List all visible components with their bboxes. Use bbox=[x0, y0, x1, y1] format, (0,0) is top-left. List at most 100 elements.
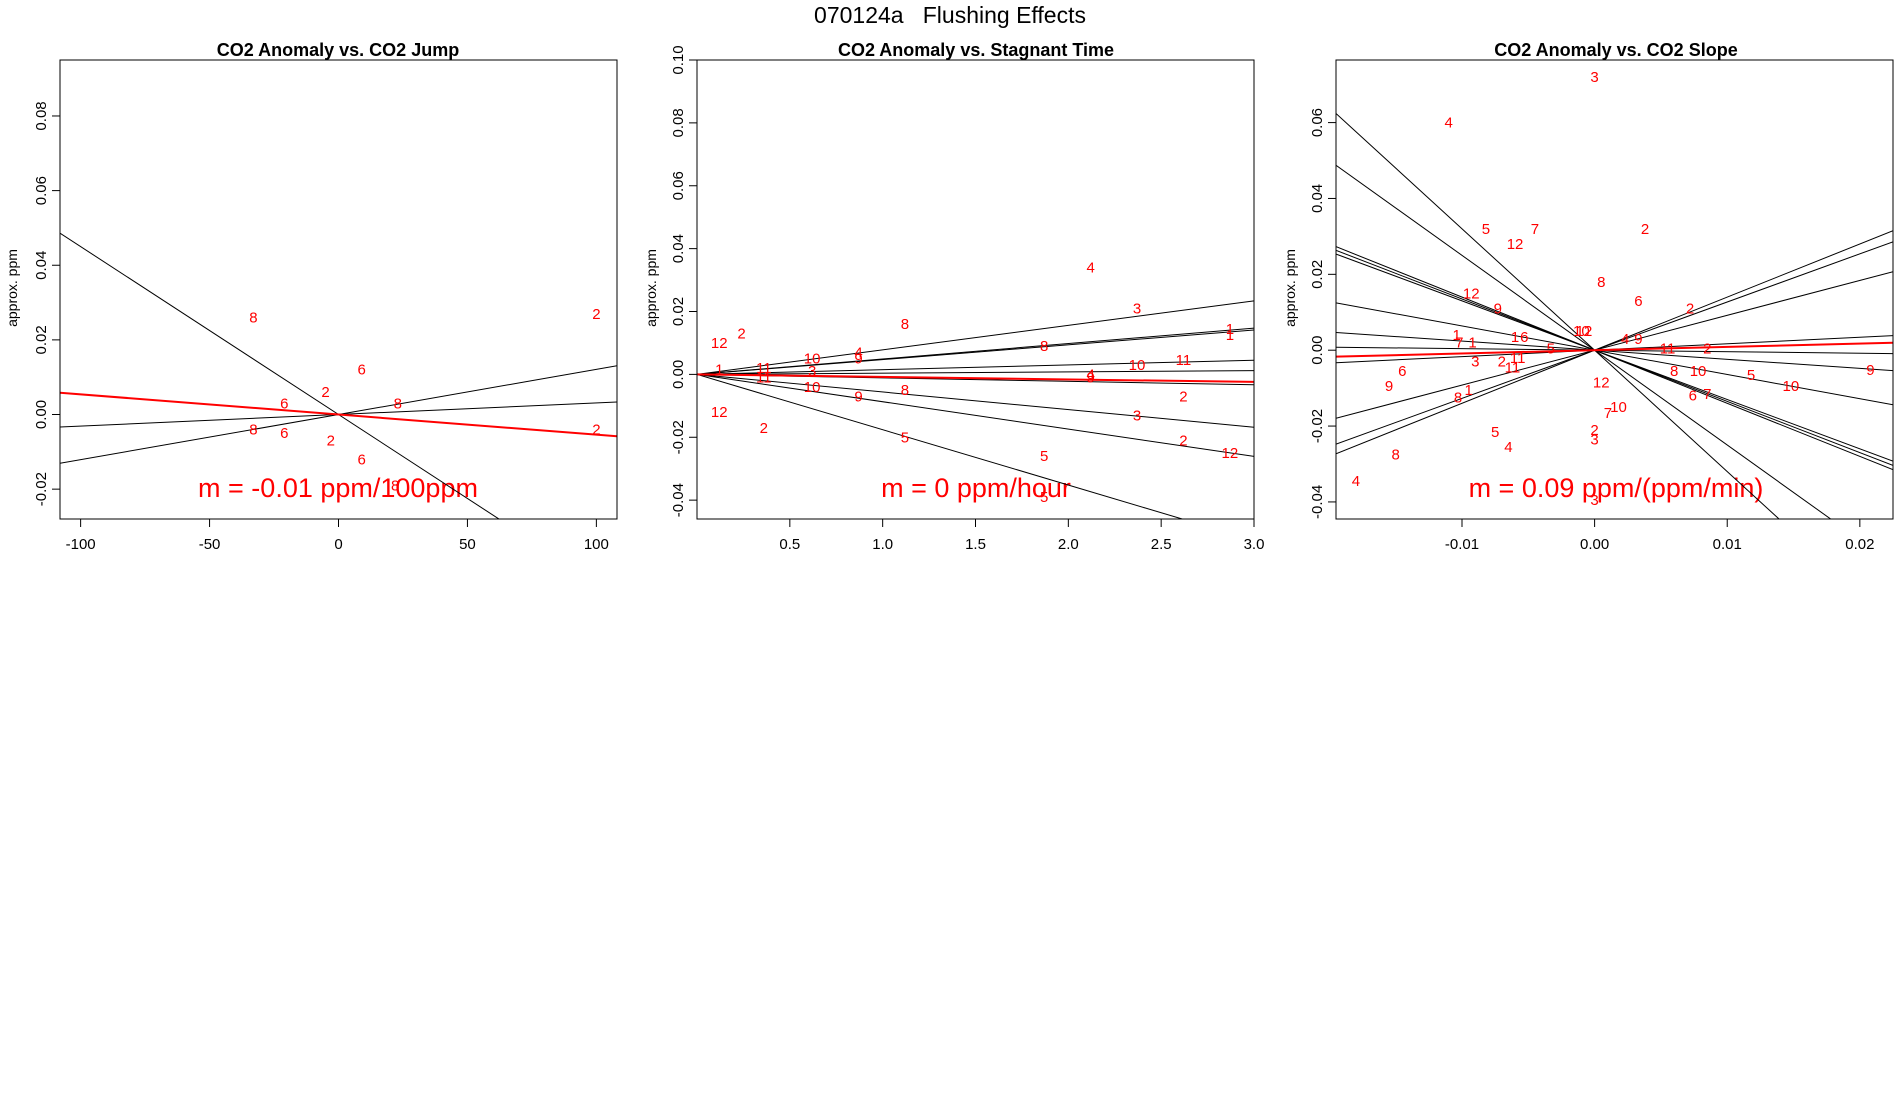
y-tick-label: 0.06 bbox=[670, 171, 687, 200]
y-tick-label: 0.08 bbox=[33, 101, 50, 130]
data-point-label: 3 bbox=[1471, 354, 1479, 371]
data-point-label: 6 bbox=[358, 451, 366, 468]
x-tick-label: -0.01 bbox=[1445, 536, 1479, 553]
x-tick-label: 100 bbox=[584, 536, 609, 553]
data-point-label: 7 bbox=[1531, 221, 1539, 238]
data-point-label: 6 bbox=[358, 362, 366, 379]
regression-line bbox=[1336, 253, 1893, 462]
regression-lines bbox=[60, 232, 617, 519]
data-point-label: 11 bbox=[1510, 350, 1526, 367]
x-tick-label: -100 bbox=[66, 536, 96, 553]
data-point-label: 2 bbox=[1641, 221, 1649, 238]
panel-title: CO2 Anomaly vs. Stagnant Time bbox=[838, 40, 1114, 60]
x-tick-label: 50 bbox=[459, 536, 476, 553]
data-point-label: 8 bbox=[901, 382, 909, 399]
data-point-label: 1 bbox=[1464, 382, 1472, 399]
y-tick-label: -0.04 bbox=[670, 483, 687, 517]
regression-line bbox=[1336, 164, 1832, 519]
x-tick-label: 2.5 bbox=[1151, 536, 1172, 553]
data-point-label: 8 bbox=[1392, 447, 1400, 464]
plot-frame bbox=[1335, 59, 1894, 520]
data-point-label: 12 bbox=[1222, 445, 1239, 462]
y-tick-label: 0.02 bbox=[1309, 260, 1326, 289]
regression-line bbox=[60, 232, 500, 519]
slope-annotation: m = 0.09 ppm/(ppm/min) bbox=[1469, 473, 1764, 503]
data-point-label: 5 bbox=[1747, 367, 1755, 384]
data-point-label: 1 bbox=[1226, 321, 1234, 338]
data-point-label: 8 bbox=[1454, 390, 1462, 407]
data-point-label: 6 bbox=[280, 395, 288, 412]
chart-area: CO2 Anomaly vs. CO2 Jump approx. ppm m =… bbox=[4, 40, 1894, 553]
regression-lines bbox=[1336, 113, 1893, 519]
x-tick-label: 1.0 bbox=[872, 536, 893, 553]
data-point-label: 3 bbox=[1133, 407, 1141, 424]
panel-co2-slope: CO2 Anomaly vs. CO2 Slope approx. ppm m … bbox=[1282, 40, 1894, 553]
y-tick-label: 0.00 bbox=[670, 360, 687, 389]
data-point-label: 7 bbox=[1703, 386, 1711, 403]
data-point-label: 12 bbox=[1576, 323, 1593, 340]
data-point-label: 2 bbox=[737, 326, 745, 343]
data-point-label: 8 bbox=[391, 477, 399, 494]
regression-line bbox=[697, 329, 1254, 375]
data-point-label: 10 bbox=[1783, 378, 1800, 395]
data-point-label: 8 bbox=[249, 309, 257, 326]
data-point-label: 12 bbox=[1507, 236, 1524, 253]
data-point-label: 5 bbox=[1040, 489, 1048, 506]
regression-line bbox=[1336, 302, 1893, 406]
data-point-label: 10 bbox=[804, 351, 821, 368]
y-tick-label: 0.00 bbox=[1309, 336, 1326, 365]
x-tick-label: 0.5 bbox=[779, 536, 800, 553]
data-point-label: 2 bbox=[1179, 432, 1187, 449]
data-point-label: 2 bbox=[321, 384, 329, 401]
y-tick-label: 0.00 bbox=[33, 400, 50, 429]
data-point-label: 11 bbox=[756, 360, 772, 377]
y-tick-label: -0.04 bbox=[1309, 485, 1326, 519]
data-point-label: 6 bbox=[1398, 363, 1406, 380]
y-tick-label: -0.02 bbox=[33, 472, 50, 506]
regression-line bbox=[1336, 246, 1893, 471]
data-point-label: 2 bbox=[1703, 340, 1711, 357]
data-point-label: 4 bbox=[1086, 366, 1094, 383]
y-tick-label: -0.02 bbox=[670, 420, 687, 454]
y-tick-label: 0.06 bbox=[33, 176, 50, 205]
data-point-label: 5 bbox=[901, 429, 909, 446]
figure-title: 070124a Flushing Effects bbox=[814, 2, 1086, 28]
regression-line bbox=[697, 373, 1185, 519]
data-point-label: 6 bbox=[1634, 293, 1642, 310]
plot-frame bbox=[696, 59, 1255, 520]
data-point-label: 4 bbox=[1352, 473, 1360, 490]
data-point-label: 2 bbox=[1686, 300, 1694, 317]
panel-title: CO2 Anomaly vs. CO2 Slope bbox=[1494, 40, 1737, 60]
data-point-label: 8 bbox=[1597, 274, 1605, 291]
x-tick-label: 3.0 bbox=[1244, 536, 1265, 553]
y-tick-label: 0.10 bbox=[670, 45, 687, 74]
data-point-label: 8 bbox=[394, 395, 402, 412]
regression-line bbox=[697, 373, 1254, 457]
data-point-label: 9 bbox=[1866, 362, 1874, 379]
data-point-label: 3 bbox=[1590, 69, 1598, 86]
data-point-label: 9 bbox=[1494, 300, 1502, 317]
data-point-label: 10 bbox=[804, 379, 821, 396]
y-tick-label: 0.04 bbox=[670, 234, 687, 263]
panel-title: CO2 Anomaly vs. CO2 Jump bbox=[217, 40, 459, 60]
data-point-label: 1 bbox=[1468, 335, 1476, 352]
data-point-label: 3 bbox=[1590, 492, 1598, 509]
data-point-label: 12 bbox=[711, 404, 728, 421]
regression-line bbox=[697, 373, 1254, 428]
fit-line bbox=[60, 391, 617, 438]
regression-line bbox=[697, 370, 1254, 375]
x-tick-label: 0.01 bbox=[1713, 536, 1742, 553]
slope-annotation: m = 0 ppm/hour bbox=[881, 473, 1071, 503]
data-point-label: 4 bbox=[1504, 439, 1512, 456]
y-tick-label: -0.02 bbox=[1309, 409, 1326, 443]
y-axis-label: approx. ppm bbox=[1282, 249, 1298, 327]
regression-line bbox=[1336, 241, 1893, 445]
data-point-label: 4 bbox=[1086, 259, 1094, 276]
fit-line bbox=[1336, 341, 1893, 358]
x-tick-label: 0.00 bbox=[1580, 536, 1609, 553]
data-point-label: 1 bbox=[715, 362, 723, 379]
data-point-label: 9 bbox=[854, 351, 862, 368]
data-point-label: 9 bbox=[1634, 331, 1642, 348]
data-point-label: 2 bbox=[592, 421, 600, 438]
data-point-label: 3 bbox=[808, 363, 816, 380]
